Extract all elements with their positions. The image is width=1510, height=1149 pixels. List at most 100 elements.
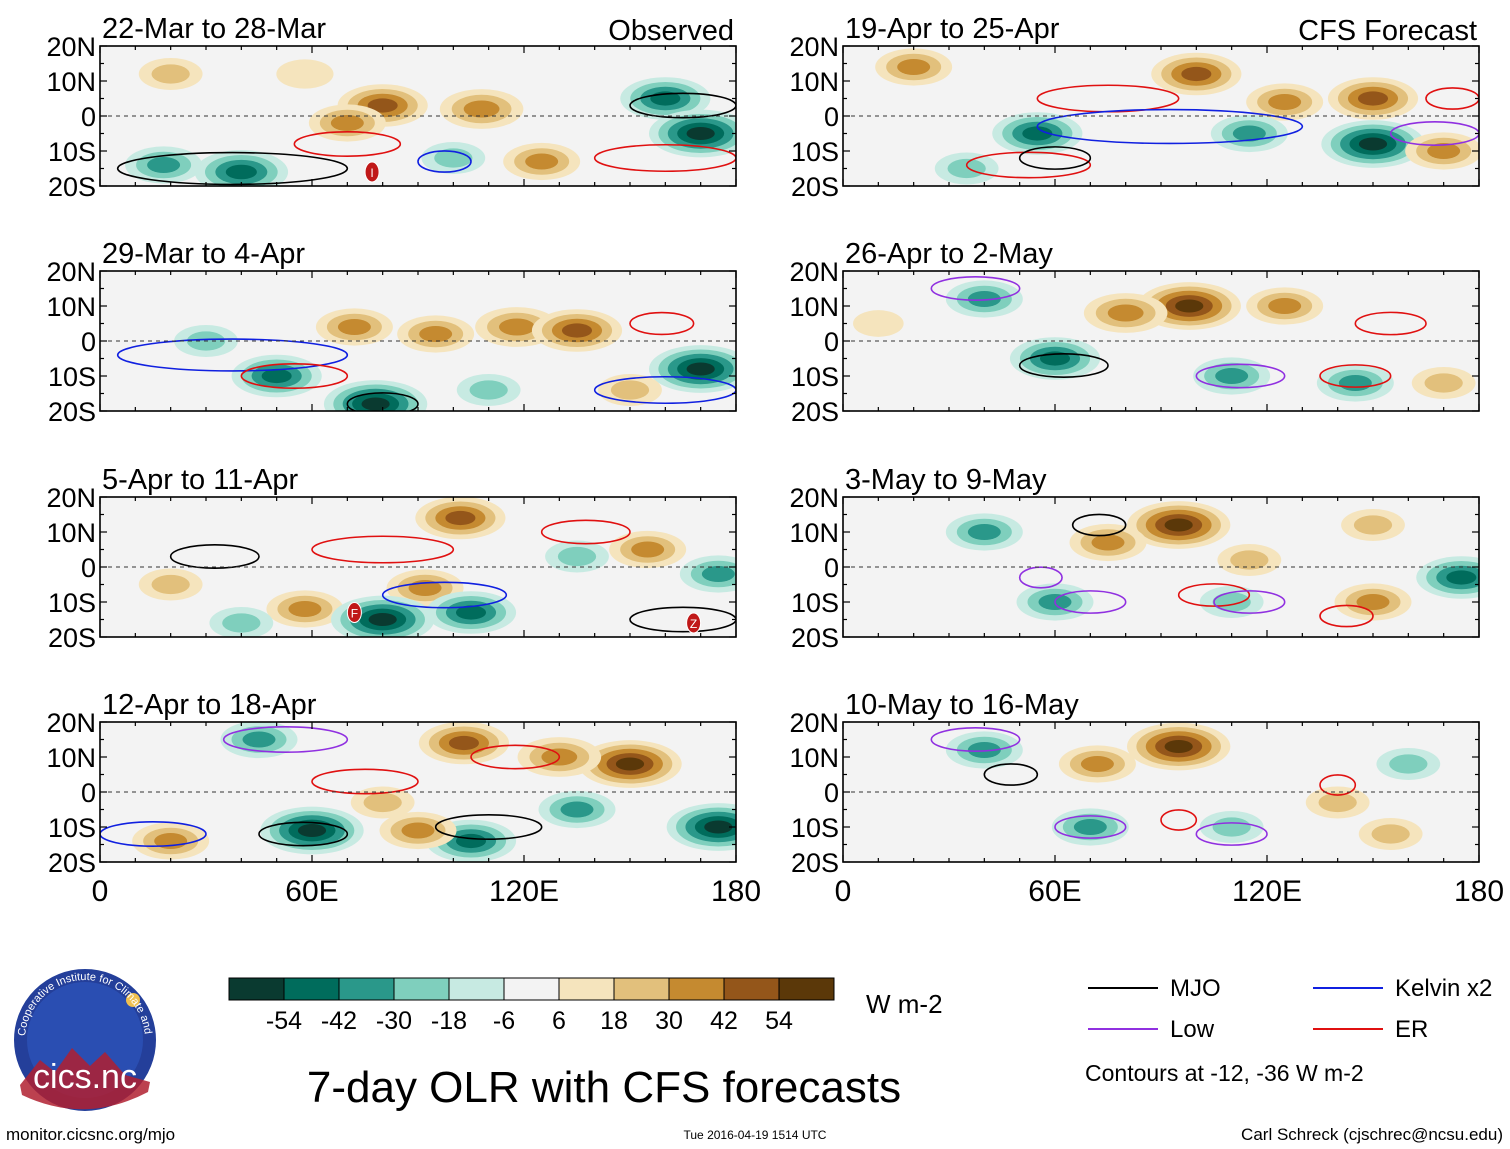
y-tick-label: 20S (791, 623, 839, 653)
negative-olr-anomaly (686, 126, 715, 141)
negative-olr-anomaly (297, 823, 327, 838)
er-contour (470, 744, 561, 770)
low-contour (1054, 815, 1127, 839)
panel-0-2: F Z 20N 10N 0 10S 20S 5-Apr to 11-Apr (46, 464, 737, 653)
tropical-cyclone-label: Z (690, 617, 697, 631)
colorbar-level-label: -6 (493, 1007, 515, 1035)
negative-olr-anomaly (947, 158, 986, 179)
mjo-contour (1018, 146, 1092, 170)
kelvin-contour (1036, 108, 1304, 145)
positive-olr-anomaly (401, 822, 435, 839)
positive-olr-anomaly (330, 115, 364, 131)
column-label: Observed (608, 15, 734, 47)
panel-1-2: 20N 10N 0 10S 20S 3-May to 9-May (789, 464, 1480, 653)
y-tick-label: 20S (791, 848, 839, 878)
mjo-contour (629, 92, 736, 119)
positive-olr-anomaly (561, 323, 593, 338)
negative-olr-anomaly (967, 742, 1001, 758)
colorbar-level-label: 54 (765, 1007, 793, 1035)
negative-olr-anomaly (1232, 125, 1266, 142)
y-tick-label: 20S (48, 623, 96, 653)
positive-olr-anomaly (1107, 304, 1144, 322)
y-tick-label: 20N (789, 257, 839, 287)
panel-period-title: 12-Apr to 18-Apr (102, 689, 317, 721)
panel-1-1: 20N 10N 0 10S 20S 26-Apr to 2-May (789, 238, 1480, 427)
positive-olr-anomaly (463, 100, 500, 118)
colorbar-swatch (448, 977, 505, 1001)
legend-label: ER (1395, 1016, 1428, 1043)
colorbar-swatch (503, 977, 560, 1001)
negative-olr-anomaly (147, 157, 181, 173)
y-tick-label: 20S (48, 397, 96, 427)
chart-title: 7-day OLR with CFS forecasts (307, 1063, 901, 1112)
negative-olr-anomaly (455, 833, 487, 849)
colorbar-swatch (723, 977, 780, 1001)
panel-period-title: 26-Apr to 2-May (845, 238, 1053, 270)
positive-olr-anomaly (1080, 756, 1114, 772)
legend: MJO Kelvin x2 Low ER Contours at -12, -36 W … (1085, 975, 1492, 1086)
mjo-contour (629, 606, 736, 633)
er-contour (240, 363, 349, 389)
er-contour (629, 311, 695, 336)
x-tick-label: 180 (1454, 875, 1504, 908)
positive-olr-anomaly (276, 59, 334, 89)
tropical-cyclone-marker (686, 612, 702, 634)
positive-olr-anomaly (631, 541, 665, 558)
y-tick-label: 10N (789, 67, 839, 97)
negative-olr-anomaly (560, 801, 594, 818)
er-contour (540, 519, 631, 545)
low-contour (930, 727, 1021, 752)
legend-note: Contours at -12, -36 W m-2 (1085, 1060, 1364, 1086)
panel-period-title: 3-May to 9-May (845, 464, 1047, 496)
er-contour (1425, 87, 1479, 110)
y-tick-label: 10N (789, 292, 839, 322)
panel-1-0: 20N 10N 0 10S 20S 19-Apr to 25-Apr CFS Forecas… (789, 13, 1480, 202)
mjo-contour (116, 151, 349, 186)
positive-olr-anomaly (448, 735, 479, 751)
tropical-cyclone-marker (364, 161, 380, 183)
negative-olr-anomaly (455, 605, 487, 620)
legend-label: Low (1170, 1016, 1215, 1043)
low-contour (930, 276, 1021, 301)
positive-olr-anomaly (1357, 91, 1389, 106)
positive-olr-anomaly (525, 153, 559, 170)
kelvin-contour (381, 581, 508, 609)
x-tick-label: 60E (285, 875, 338, 908)
y-tick-label: 20N (46, 483, 96, 513)
y-tick-label: 10N (46, 743, 96, 773)
footer-author[interactable]: Carl Schreck (cjschrec@ncsu.edu) (1241, 1125, 1503, 1144)
y-tick-label: 0 (81, 327, 96, 357)
er-contour (1354, 311, 1427, 336)
positive-olr-anomaly (610, 380, 650, 400)
y-tick-label: 20N (789, 483, 839, 513)
colorbar-swatch (613, 977, 670, 1001)
y-tick-label: 20S (48, 848, 96, 878)
kelvin-contour (116, 338, 349, 372)
x-tick-label: 60E (1028, 875, 1081, 908)
panel-period-title: 29-Mar to 4-Apr (102, 238, 305, 270)
y-tick-label: 20N (46, 257, 96, 287)
y-tick-label: 20N (46, 32, 96, 62)
footer-url[interactable]: monitor.cicsnc.org/mjo (6, 1125, 175, 1144)
y-tick-label: 10N (46, 67, 96, 97)
low-contour (1389, 121, 1479, 146)
negative-olr-anomaly (368, 612, 397, 627)
logo-text: cics.nc (33, 1058, 137, 1096)
low-contour (1195, 822, 1268, 846)
panel-1-3: 20N 10N 0 10S 20S 10-May to 16-May 0 60E 120E 180 (789, 689, 1504, 908)
y-tick-label: 0 (824, 778, 839, 808)
x-tick-label: 120E (489, 875, 559, 908)
positive-olr-anomaly (367, 98, 398, 113)
kelvin-contour (417, 150, 472, 173)
colorbar-level-label: 6 (552, 1007, 566, 1035)
mjo-contour (169, 544, 260, 569)
y-tick-label: 20S (48, 172, 96, 202)
tropical-cyclone-label: F (351, 607, 358, 621)
negative-olr-anomaly (1212, 592, 1251, 612)
positive-olr-anomaly (1318, 792, 1357, 813)
positive-olr-anomaly (363, 792, 402, 813)
positive-olr-anomaly (853, 310, 904, 337)
y-tick-label: 10N (46, 518, 96, 548)
y-tick-label: 10S (48, 137, 96, 167)
